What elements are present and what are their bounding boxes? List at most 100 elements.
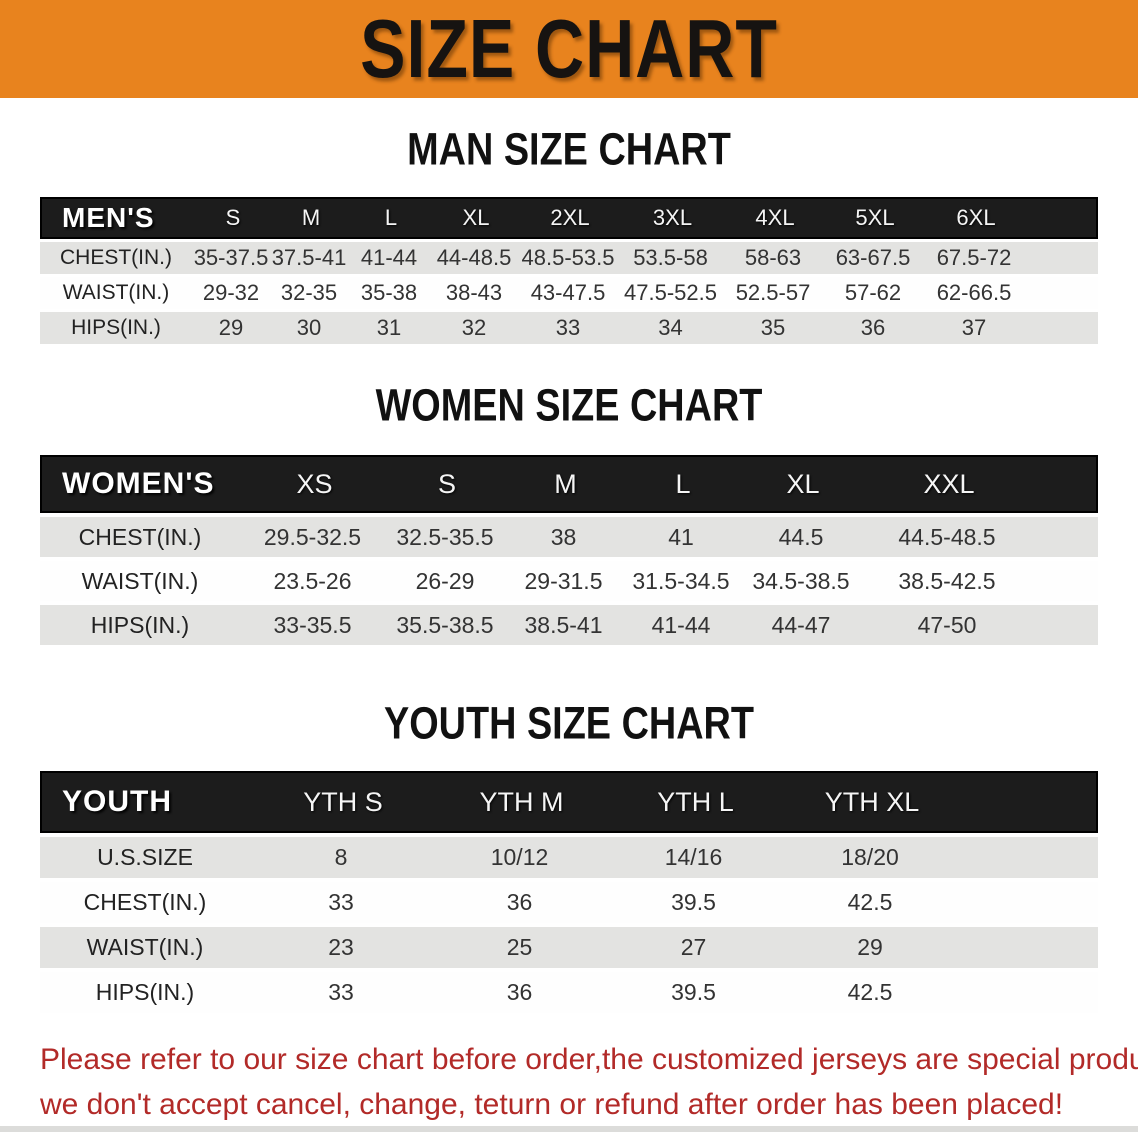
measurement-label: HIPS(IN.) bbox=[90, 611, 190, 638]
measurement-value: 37 bbox=[961, 315, 987, 340]
table-row: CHEST(IN.) 29.5-32.5 32.5-35.5 38 41 44.5 44.5… bbox=[40, 517, 1098, 557]
measurement-value: 29 bbox=[857, 934, 883, 960]
size-column-header: 4XL bbox=[755, 205, 795, 230]
size-column-header: XL bbox=[786, 468, 820, 499]
size-column-header: YTH XL bbox=[824, 786, 920, 817]
measurement-label: U.S.SIZE bbox=[97, 844, 193, 870]
measurement-value: 47-50 bbox=[917, 611, 977, 638]
measurement-value: 36 bbox=[506, 889, 533, 915]
measurement-value: 41-44 bbox=[651, 611, 711, 638]
banner: SIZE CHART bbox=[0, 0, 1138, 98]
notice-line-1: Please refer to our size chart before or… bbox=[40, 1043, 1138, 1076]
women-section-heading: WOMEN SIZE CHART bbox=[375, 380, 763, 431]
measurement-value: 39.5 bbox=[671, 979, 716, 1005]
section-women: WOMEN SIZE CHART WOMEN'S XS S M L XL XXL CHEST(… bbox=[0, 380, 1138, 645]
size-column-header: YTH S bbox=[303, 786, 383, 817]
men-size-table: MEN'S S M L XL 2XL 3XL 4XL 5XL 6XL CHEST(IN.) 35-37… bbox=[40, 197, 1098, 344]
size-column-header: L bbox=[384, 205, 398, 230]
measurement-value: 36 bbox=[860, 315, 886, 340]
measurement-value: 63-67.5 bbox=[835, 245, 911, 270]
measurement-value: 38.5-42.5 bbox=[898, 567, 996, 594]
size-column-header: S bbox=[225, 205, 241, 230]
measurement-value: 53.5-58 bbox=[633, 245, 708, 270]
measurement-value: 32 bbox=[461, 315, 487, 340]
measurement-label: WAIST(IN.) bbox=[81, 567, 199, 594]
measurement-value: 37.5-41 bbox=[271, 245, 347, 270]
measurement-value: 34.5-38.5 bbox=[752, 567, 850, 594]
measurement-value: 35.5-38.5 bbox=[396, 611, 494, 638]
table-header-row: MEN'S S M L XL 2XL 3XL 4XL 5XL 6XL bbox=[40, 197, 1098, 239]
table-group-label: YOUTH bbox=[62, 785, 172, 818]
measurement-value: 30 bbox=[296, 315, 322, 340]
measurement-value: 29.5-32.5 bbox=[263, 523, 362, 550]
section-men: MAN SIZE CHART MEN'S S M L XL 2XL 3XL 4XL 5XL 6XL… bbox=[0, 127, 1138, 344]
measurement-value: 27 bbox=[680, 934, 707, 960]
measurement-value: 25 bbox=[506, 934, 533, 960]
measurement-value: 23 bbox=[328, 934, 354, 960]
measurement-label: CHEST(IN.) bbox=[83, 889, 207, 915]
section-youth: YOUTH SIZE CHART YOUTH YTH S YTH M YTH L YTH… bbox=[0, 698, 1138, 1013]
measurement-value: 8 bbox=[334, 844, 348, 870]
measurement-value: 42.5 bbox=[847, 889, 893, 915]
measurement-value: 38 bbox=[550, 523, 577, 550]
size-column-header: L bbox=[675, 468, 691, 499]
measurement-value: 10/12 bbox=[490, 844, 549, 870]
size-column-header: 2XL bbox=[550, 205, 590, 230]
measurement-value: 67.5-72 bbox=[936, 245, 1012, 270]
size-column-header: 6XL bbox=[956, 205, 996, 230]
measurement-value: 26-29 bbox=[415, 567, 475, 594]
measurement-value: 36 bbox=[506, 979, 533, 1005]
measurement-value: 42.5 bbox=[847, 979, 893, 1005]
table-row: WAIST(IN.) 29-32 32-35 35-38 38-43 43-47.5 47.… bbox=[40, 277, 1098, 309]
measurement-value: 33-35.5 bbox=[273, 611, 352, 638]
measurement-value: 52.5-57 bbox=[735, 280, 811, 305]
table-row: HIPS(IN.) 33 36 39.5 42.5 bbox=[40, 972, 1098, 1013]
size-column-header: 3XL bbox=[652, 205, 693, 230]
measurement-value: 35-38 bbox=[360, 280, 418, 305]
measurement-value: 31.5-34.5 bbox=[632, 567, 730, 594]
table-row: WAIST(IN.) 23.5-26 26-29 29-31.5 31.5-34.5 34… bbox=[40, 561, 1098, 601]
measurement-value: 31 bbox=[376, 315, 402, 340]
size-column-header: YTH L bbox=[657, 786, 734, 817]
table-header-row: WOMEN'S XS S M L XL XXL bbox=[40, 455, 1098, 513]
measurement-value: 39.5 bbox=[671, 889, 716, 915]
women-size-table: WOMEN'S XS S M L XL XXL CHEST(IN.) 29.5-32.5 32.5… bbox=[40, 455, 1098, 645]
content: MAN SIZE CHART MEN'S S M L XL 2XL 3XL 4XL 5XL 6XL… bbox=[0, 127, 1138, 1013]
table-row: HIPS(IN.) 29 30 31 32 33 34 35 36 37 bbox=[40, 312, 1098, 344]
measurement-label: WAIST(IN.) bbox=[62, 281, 170, 304]
youth-size-table: YOUTH YTH S YTH M YTH L YTH XL U.S.SIZE 8 10/12… bbox=[40, 771, 1098, 1013]
size-column-header: S bbox=[437, 468, 456, 499]
measurement-value: 41-44 bbox=[360, 245, 418, 270]
measurement-value: 47.5-52.5 bbox=[624, 280, 717, 305]
measurement-value: 29-32 bbox=[202, 280, 260, 305]
page-title: SIZE CHART bbox=[360, 1, 778, 95]
table-row: CHEST(IN.) 33 36 39.5 42.5 bbox=[40, 882, 1098, 923]
size-column-header: 5XL bbox=[855, 205, 895, 230]
youth-section-heading: YOUTH SIZE CHART bbox=[383, 698, 754, 749]
footer-notice: Please refer to our size chart before or… bbox=[40, 1037, 1138, 1127]
measurement-value: 62-66.5 bbox=[936, 280, 1012, 305]
table-group-label: WOMEN'S bbox=[62, 467, 215, 500]
measurement-value: 33 bbox=[328, 889, 354, 915]
table-row: HIPS(IN.) 33-35.5 35.5-38.5 38.5-41 41-44 44-… bbox=[40, 605, 1098, 645]
measurement-value: 35-37.5 bbox=[193, 245, 269, 270]
measurement-value: 35 bbox=[760, 315, 786, 340]
measurement-value: 29 bbox=[218, 315, 244, 340]
measurement-value: 44-47 bbox=[771, 611, 831, 638]
measurement-value: 58-63 bbox=[744, 245, 802, 270]
measurement-value: 33 bbox=[555, 315, 581, 340]
measurement-value: 32.5-35.5 bbox=[396, 523, 494, 550]
measurement-label: WAIST(IN.) bbox=[86, 934, 204, 960]
measurement-value: 44.5 bbox=[778, 523, 824, 550]
measurement-label: CHEST(IN.) bbox=[60, 246, 172, 269]
table-row: CHEST(IN.) 35-37.5 37.5-41 41-44 44-48.5 48.5… bbox=[40, 242, 1098, 274]
measurement-value: 14/16 bbox=[664, 844, 723, 870]
measurement-value: 57-62 bbox=[844, 280, 902, 305]
size-column-header: M bbox=[301, 205, 321, 230]
measurement-value: 38.5-41 bbox=[524, 611, 603, 638]
measurement-value: 44.5-48.5 bbox=[898, 523, 996, 550]
measurement-value: 33 bbox=[328, 979, 354, 1005]
bottom-edge-strip bbox=[0, 1126, 1138, 1132]
measurement-value: 29-31.5 bbox=[524, 567, 603, 594]
